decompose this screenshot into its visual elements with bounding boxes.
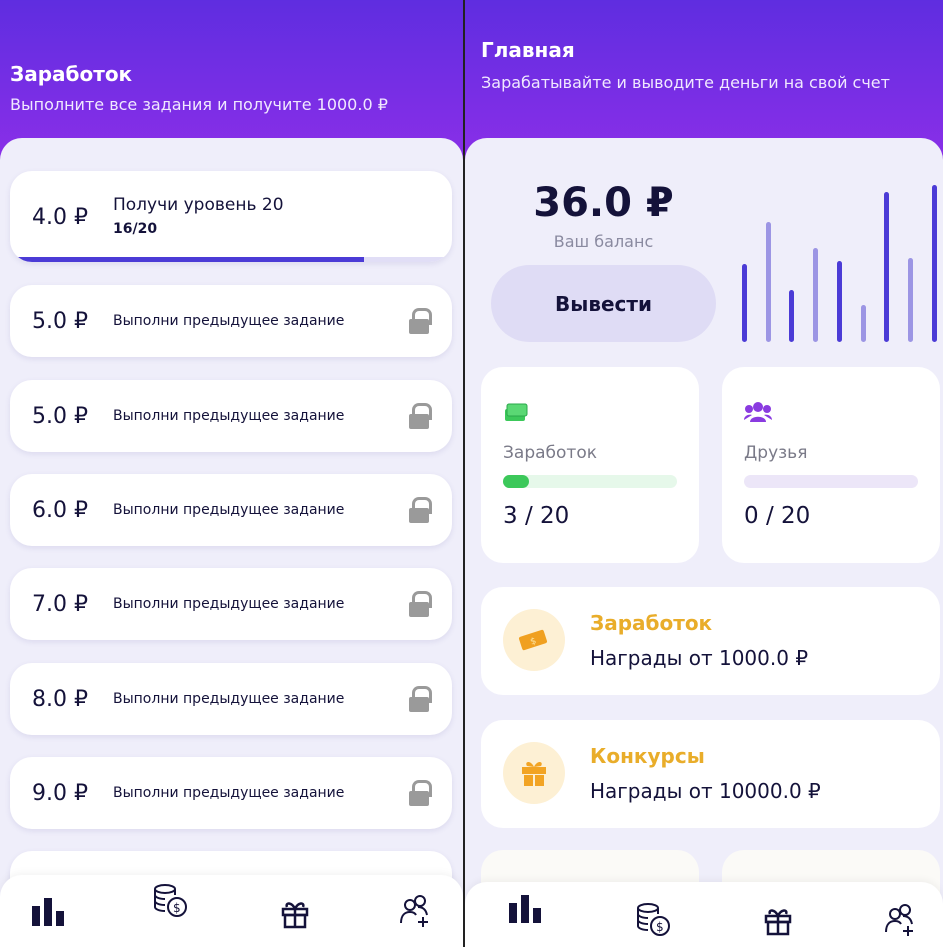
lock-icon [408,780,432,806]
locked-task[interactable]: 5.0 ₽ Выполни предыдущее задание [10,285,452,357]
chart-bar [907,258,913,342]
stat-label: Заработок [503,443,597,463]
page-title: Заработок [10,62,133,86]
task-progress-bar [10,257,452,262]
lock-icon [408,308,432,334]
current-task[interactable]: 4.0 ₽ Получи уровень 20 16/20 [10,171,452,262]
locked-task[interactable]: 5.0 ₽ Выполни предыдущее задание [10,380,452,452]
task-amount: 4.0 ₽ [32,205,88,230]
add-friend-icon[interactable] [883,902,919,938]
chart-bar [836,261,842,342]
gift-icon[interactable] [280,899,310,929]
divider [463,0,465,947]
balance-value: 36.0 ₽ [533,180,674,226]
task-amount: 5.0 ₽ [32,308,88,334]
task-label: Выполни предыдущее задание [113,313,345,329]
task-amount: 5.0 ₽ [32,403,88,429]
gift-icon[interactable] [763,906,793,936]
page-title: Главная [481,38,575,62]
lock-icon [408,686,432,712]
task-label: Выполни предыдущее задание [113,785,345,801]
reward-card[interactable]: Конкурсы Награды от 10000.0 ₽ [481,720,940,828]
earnings-screen: Заработок Выполните все задания и получи… [0,0,463,947]
chart-bar [884,192,890,342]
chart-bar [931,184,937,342]
lock-icon [408,403,432,429]
balance-label: Ваш баланс [553,232,654,251]
reward-title: Конкурсы [590,744,705,768]
bottom-nav: $ [0,875,463,947]
withdraw-button[interactable]: Вывести [491,265,716,342]
chart-bar [813,247,819,342]
stat-value: 3 / 20 [503,503,570,529]
task-title: Получи уровень 20 [113,195,284,215]
money-stack-icon [505,403,528,421]
task-progress-fill [10,257,364,262]
reward-title: Заработок [590,611,713,635]
locked-task[interactable]: 9.0 ₽ Выполни предыдущее задание [10,757,452,829]
add-friend-icon[interactable] [398,893,434,929]
stat-card[interactable]: Друзья 0 / 20 [722,367,940,563]
task-list: 4.0 ₽ Получи уровень 20 16/20 5.0 ₽ Выпо… [0,138,463,947]
svg-text:$: $ [529,636,538,647]
reward-subtitle: Награды от 10000.0 ₽ [590,779,821,803]
coins-icon[interactable]: $ [635,902,673,938]
chart-bar [789,289,795,342]
locked-task[interactable]: 8.0 ₽ Выполни предыдущее задание [10,663,452,735]
task-progress-text: 16/20 [113,221,158,237]
task-label: Выполни предыдущее задание [113,691,345,707]
chart-bar [765,222,771,342]
lock-icon [408,591,432,617]
task-amount: 8.0 ₽ [32,686,88,712]
svg-text:$: $ [173,901,181,915]
reward-card[interactable]: $ Заработок Награды от 1000.0 ₽ [481,587,940,695]
chart-bar [860,304,866,342]
task-amount: 7.0 ₽ [32,591,88,617]
task-amount: 6.0 ₽ [32,497,88,523]
bar-chart-icon[interactable] [507,894,543,924]
reward-subtitle: Награды от 1000.0 ₽ [590,646,809,670]
cash-icon: $ [518,629,548,651]
stat-value: 0 / 20 [744,503,811,529]
page-subtitle: Зарабатывайте и выводите деньги на свой … [481,73,890,92]
coins-icon[interactable]: $ [152,883,190,919]
task-label: Выполни предыдущее задание [113,408,345,424]
lock-icon [408,497,432,523]
stat-card[interactable]: Заработок 3 / 20 [481,367,699,563]
chart-bar [742,264,747,342]
gift-icon [522,762,546,786]
page-subtitle: Выполните все задания и получите 1000.0 … [10,95,388,114]
users-icon [744,402,772,422]
task-amount: 9.0 ₽ [32,780,88,806]
home-content: 36.0 ₽ Ваш баланс Вывести Заработок 3 / … [465,138,943,947]
task-label: Выполни предыдущее задание [113,596,345,612]
locked-task[interactable]: 6.0 ₽ Выполни предыдущее задание [10,474,452,546]
bar-chart-icon[interactable] [30,897,66,927]
stat-label: Друзья [744,443,808,463]
svg-text:$: $ [656,920,664,934]
task-label: Выполни предыдущее задание [113,502,345,518]
bottom-nav: $ [465,882,943,947]
home-screen: Главная Зарабатывайте и выводите деньги … [465,0,943,947]
stat-progress-bar [744,475,918,488]
locked-task[interactable]: 7.0 ₽ Выполни предыдущее задание [10,568,452,640]
stat-progress-bar [503,475,677,488]
